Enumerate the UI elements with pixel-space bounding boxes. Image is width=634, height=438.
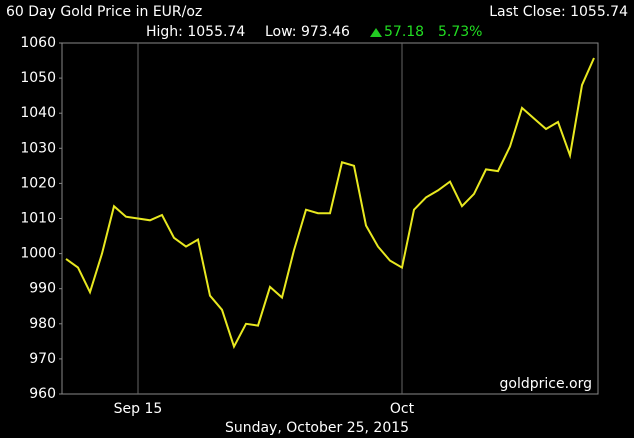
y-tick-label: 1060 bbox=[20, 35, 56, 51]
y-tick-label: 970 bbox=[29, 351, 56, 367]
high: High: 1055.74 bbox=[146, 24, 245, 40]
chart-title: 60 Day Gold Price in EUR/oz bbox=[6, 4, 202, 20]
y-tick-label: 1010 bbox=[20, 211, 56, 227]
y-tick-label: 980 bbox=[29, 316, 56, 332]
y-tick-label: 1030 bbox=[20, 140, 56, 156]
x-tick-label: Oct bbox=[390, 401, 415, 417]
low: Low: 973.46 bbox=[265, 24, 350, 40]
y-tick-label: 960 bbox=[29, 386, 56, 402]
price-line bbox=[65, 57, 595, 350]
date: Sunday, October 25, 2015 bbox=[225, 420, 409, 436]
change-percent: 5.73% bbox=[438, 24, 482, 40]
up-arrow bbox=[370, 28, 382, 37]
change: 57.18 bbox=[384, 24, 424, 40]
last-close: Last Close: 1055.74 bbox=[489, 4, 628, 20]
y-tick-label: 990 bbox=[29, 281, 56, 297]
y-tick-label: 1040 bbox=[20, 105, 56, 121]
watermark: goldprice.org bbox=[500, 376, 592, 392]
y-tick-label: 1000 bbox=[20, 246, 56, 262]
y-tick-label: 1020 bbox=[20, 175, 56, 191]
y-tick-label: 1050 bbox=[20, 70, 56, 86]
x-tick-label: Sep 15 bbox=[114, 401, 163, 417]
